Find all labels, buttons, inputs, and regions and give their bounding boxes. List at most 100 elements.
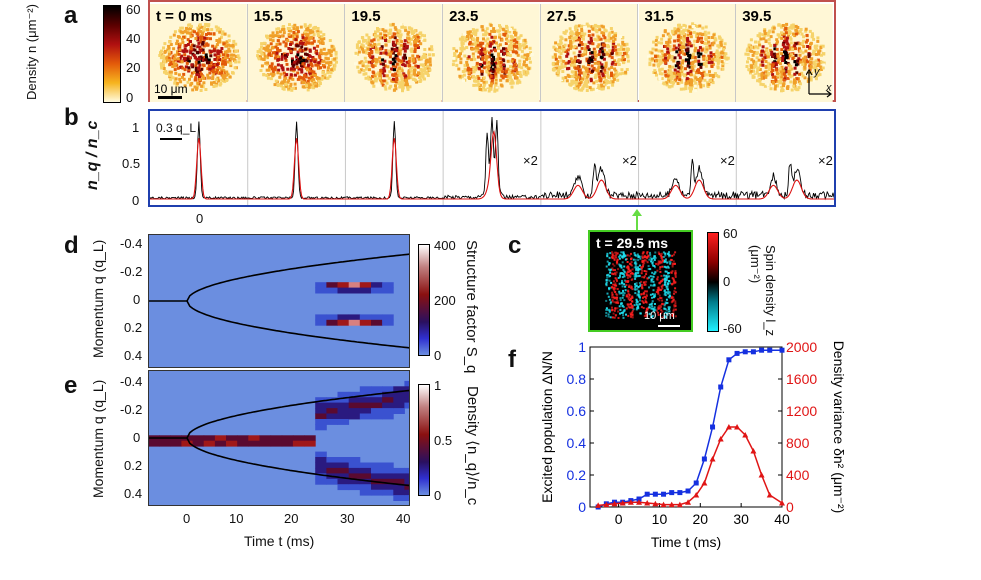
y-tick: 0.4 <box>124 348 143 363</box>
density-heatmap <box>148 370 410 506</box>
y-tick: 0 <box>133 292 141 307</box>
variance-line <box>598 426 783 507</box>
arrow-to-panel-c-icon <box>632 209 642 231</box>
axis-x-label: x <box>826 82 832 94</box>
x-tick: 40 <box>396 511 411 526</box>
smoothed-profile-line <box>638 179 737 200</box>
left-axis-tick: 0.2 <box>567 467 587 483</box>
left-axis-tick: 1 <box>578 339 586 355</box>
variance-point <box>652 500 659 507</box>
raw-profile-line <box>638 158 737 200</box>
panel-b-label: b <box>64 104 79 131</box>
panel-d-ylabel: Momentum q (q_L) <box>90 239 106 358</box>
population-point <box>644 491 650 497</box>
y-tick: 0 <box>133 430 141 445</box>
variance-point <box>644 500 651 506</box>
y-tick: -0.2 <box>120 402 143 417</box>
axes-arrows-icon <box>806 68 832 98</box>
y-tick: 0.2 <box>124 320 143 335</box>
colorbar-label: Density ⟨n_q⟩/n_c <box>464 386 481 506</box>
multiplier-label: ×2 <box>818 153 833 168</box>
variance-point <box>779 500 785 506</box>
raw-profile-line <box>247 121 346 200</box>
variance-point <box>660 501 667 508</box>
density-image-tile: 19.5 <box>345 4 444 102</box>
right-axis-tick: 0 <box>786 499 794 515</box>
boundary-curve <box>186 253 410 302</box>
boundary-curve <box>186 389 410 439</box>
variance-point <box>685 499 692 505</box>
population-point <box>750 349 756 355</box>
population-point <box>759 347 765 353</box>
colorbar-tick: 0.5 <box>434 433 453 448</box>
population-point <box>661 491 667 497</box>
panel-c-label: c <box>508 232 522 259</box>
variance-point <box>717 436 724 442</box>
x-axis-tick: 0 <box>615 511 623 527</box>
multiplier-label: ×2 <box>622 153 637 168</box>
density-image-tile: 15.5 <box>247 4 346 102</box>
colorbar-tick: 0 <box>434 348 442 363</box>
population-point <box>710 424 716 430</box>
colorbar-label: Density n (μm⁻²) <box>24 4 39 100</box>
x-tick: 0 <box>183 511 191 526</box>
panel-a-colorbar <box>103 5 121 103</box>
scale-bar-label: 10 μm <box>644 310 675 322</box>
population-point <box>636 496 642 502</box>
variance-point <box>595 502 602 508</box>
panel-e-label: e <box>64 372 78 399</box>
population-point <box>669 490 675 496</box>
time-label: 27.5 <box>546 8 576 25</box>
population-point <box>701 456 707 462</box>
x-tick: 10 <box>229 511 244 526</box>
variance-point <box>734 424 741 430</box>
panel-f-label: f <box>508 346 516 373</box>
population-point <box>652 491 658 497</box>
variance-point <box>676 501 683 508</box>
panel-d-label: d <box>64 232 79 259</box>
multiplier-label: ×2 <box>523 153 538 168</box>
scale-bar <box>160 138 182 140</box>
profiles-plot <box>150 111 834 205</box>
structure-factor-heatmap <box>148 234 410 368</box>
smoothed-profile-line <box>247 138 346 200</box>
variance-point <box>627 499 634 505</box>
variance-point <box>725 424 732 430</box>
density-image-tile: 23.5 <box>443 4 541 102</box>
colorbar-tick: 40 <box>126 31 141 46</box>
spin-density-image: t = 29.5 ms 10 μm <box>588 230 693 332</box>
colorbar-tick: 1 <box>434 378 442 393</box>
time-label: 23.5 <box>449 8 479 25</box>
x-axis-tick: 40 <box>774 511 790 527</box>
scale-bar-label: 0.3 q_L <box>156 121 197 135</box>
smoothed-profile-line <box>540 179 639 200</box>
density-image-tile: 39.5 <box>736 4 833 102</box>
right-axis-label: Density variance δn² (μm⁻²) <box>831 341 847 514</box>
population-point <box>693 480 699 486</box>
axis-y-label: y <box>814 66 820 78</box>
raw-profile-line <box>540 163 640 201</box>
variance-point <box>701 480 708 486</box>
variance-point <box>742 432 749 438</box>
left-axis-tick: 0.6 <box>567 403 587 419</box>
variance-point <box>693 492 700 498</box>
scale-bar <box>658 325 680 327</box>
panel-c-colorbar <box>707 232 719 332</box>
y-tick: -0.4 <box>120 236 143 251</box>
population-variance-chart: 1 0.8 0.6 0.4 0.2 0 2000 1600 1200 800 400 0 0 10 20 30… <box>539 339 847 550</box>
panel-c-time: t = 29.5 ms <box>596 235 668 251</box>
left-axis-label: Excited population ΔN/N <box>539 351 555 503</box>
y-tick: 0.2 <box>124 458 143 473</box>
right-axis-tick: 400 <box>786 467 810 483</box>
raw-profile-line <box>443 116 542 200</box>
y-tick: -0.4 <box>120 374 143 389</box>
variance-point <box>668 501 675 508</box>
population-point <box>734 350 740 356</box>
population-point <box>726 357 732 363</box>
colorbar-tick: -60 <box>723 321 742 336</box>
x-axis-tick: 20 <box>693 511 709 527</box>
x-tick: 0 <box>196 211 204 226</box>
x-axis-label: Time t (ms) <box>651 534 721 550</box>
x-axis-tick: 10 <box>652 511 668 527</box>
left-axis-tick: 0 <box>578 499 586 515</box>
